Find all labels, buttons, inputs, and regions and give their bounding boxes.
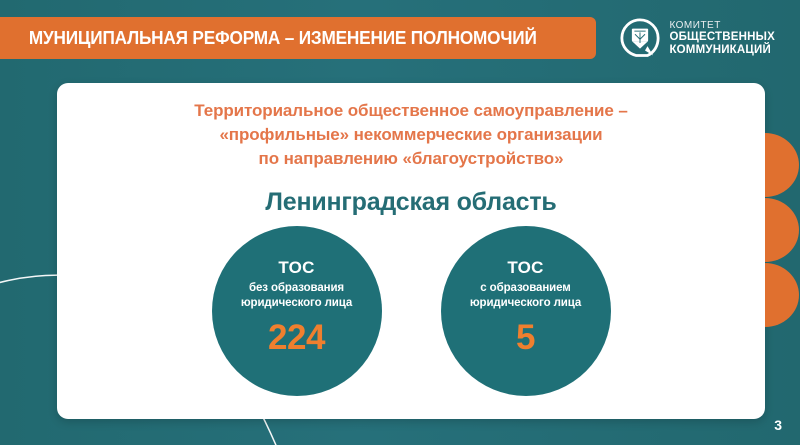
stat-subtitle-line-2: юридического лица bbox=[240, 297, 353, 310]
logo-line-2: ОБЩЕСТВЕННЫХ bbox=[669, 30, 775, 43]
page-number: 3 bbox=[774, 417, 782, 433]
header-banner: МУНИЦИПАЛЬНАЯ РЕФОРМА – ИЗМЕНЕНИЕ ПОЛНОМ… bbox=[0, 17, 596, 59]
stat-subtitle: с образованием юридического лица bbox=[470, 281, 581, 311]
stat-title: ТОС bbox=[278, 258, 315, 277]
stat-subtitle-line-1: с образованием bbox=[480, 282, 571, 294]
half-circle-2 bbox=[765, 198, 799, 262]
half-circle-1 bbox=[765, 133, 799, 197]
headline-line-2: «профильные» некоммерческие организации bbox=[219, 125, 603, 145]
logo-line-1: КОМИТЕТ bbox=[669, 19, 721, 31]
decorative-half-circles bbox=[765, 131, 800, 331]
committee-emblem-icon bbox=[620, 18, 660, 57]
stat-circle-without-legal-entity: ТОС без образования юридического лица 22… bbox=[211, 226, 382, 396]
stat-value: 224 bbox=[268, 318, 325, 358]
stat-title: ТОС bbox=[507, 258, 544, 277]
stat-value: 5 bbox=[516, 318, 535, 358]
stat-subtitle-line-2: юридического лица bbox=[469, 297, 582, 310]
stat-circle-group: ТОС без образования юридического лица 22… bbox=[57, 226, 765, 396]
logo-line-3: КОММУНИКАЦИЙ bbox=[669, 43, 771, 56]
organization-logo: КОМИТЕТ ОБЩЕСТВЕННЫХ КОММУНИКАЦИЙ bbox=[620, 18, 775, 58]
headline-line-1: Территориальное общественное самоуправле… bbox=[194, 101, 628, 120]
header-banner-title: МУНИЦИПАЛЬНАЯ РЕФОРМА – ИЗМЕНЕНИЕ ПОЛНОМ… bbox=[28, 27, 537, 48]
card-headline: Территориальное общественное самоуправле… bbox=[57, 99, 765, 171]
stat-subtitle: без образования юридического лица bbox=[241, 281, 352, 311]
headline-line-3: по направлению «благоустройство» bbox=[258, 149, 564, 169]
content-card: Территориальное общественное самоуправле… bbox=[57, 83, 765, 419]
half-circle-3 bbox=[765, 263, 799, 327]
stat-circle-with-legal-entity: ТОС с образованием юридического лица 5 bbox=[440, 226, 611, 396]
logo-wordmark: КОМИТЕТ ОБЩЕСТВЕННЫХ КОММУНИКАЦИЙ bbox=[669, 20, 775, 57]
region-title: Ленинградская область bbox=[265, 188, 557, 216]
stat-subtitle-line-1: без образования bbox=[248, 282, 345, 294]
